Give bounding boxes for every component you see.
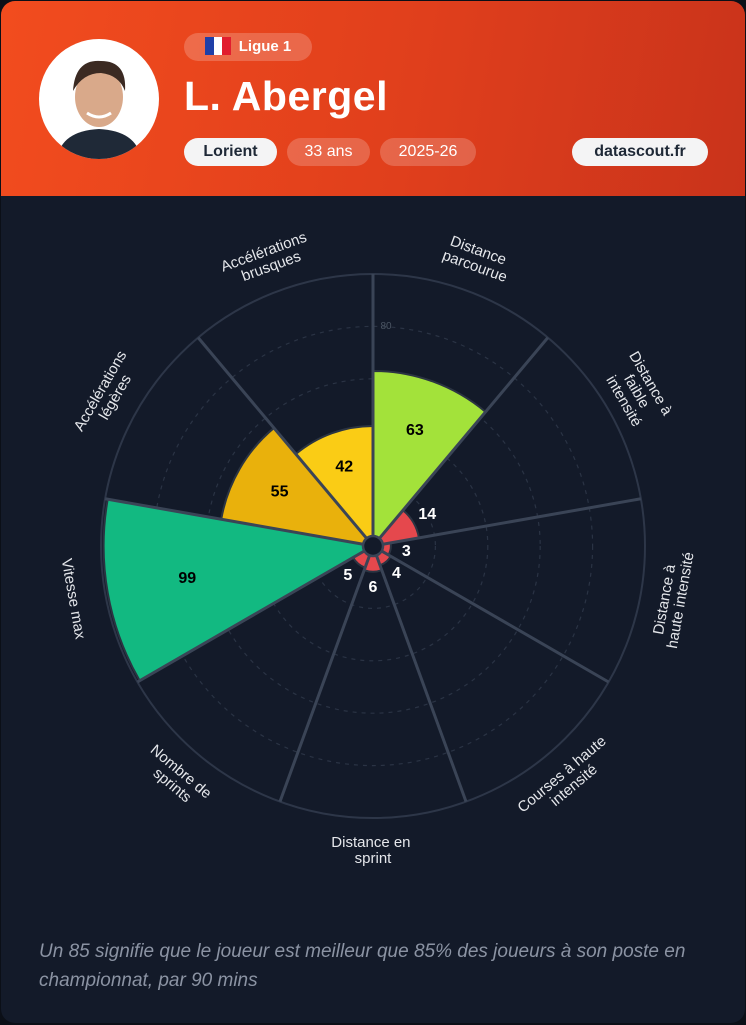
value-label: 5: [343, 567, 352, 584]
spoke: [378, 336, 549, 540]
photo-placeholder: [57, 60, 141, 159]
value-label: 42: [335, 458, 353, 475]
spoke: [197, 336, 368, 540]
category-label: Accélérations légères: [71, 344, 147, 442]
age: 33 ans: [287, 138, 370, 166]
club: Lorient: [184, 138, 277, 166]
label-line: sprint: [355, 850, 393, 867]
site: datascout.fr: [572, 138, 708, 166]
season: 2025-26: [380, 138, 476, 166]
value-label: 4: [392, 565, 401, 582]
spoke: [278, 554, 371, 803]
value-label: 3: [402, 543, 411, 560]
player-photo: [39, 39, 159, 159]
value-label: 63: [406, 422, 424, 439]
spoke: [136, 549, 366, 684]
label-line: Vitesse max: [58, 557, 89, 641]
value-label: 99: [178, 570, 196, 587]
flag: [204, 37, 231, 55]
center-hole: [361, 534, 385, 558]
grid-circle: [152, 325, 594, 767]
league-pill: Ligue 1: [184, 33, 312, 61]
value-label: 14: [418, 506, 436, 523]
category-label: Distance à faible intensité: [598, 348, 678, 437]
spoke: [382, 497, 642, 546]
category-label: Nombre de sprints: [137, 741, 218, 817]
value-label: 55: [271, 483, 289, 500]
player-name: L. Abergel: [184, 73, 388, 119]
chart: 2040608063143465995542Distance parcourue…: [58, 227, 698, 867]
spoke: [380, 549, 610, 684]
value-label: 6: [369, 579, 378, 596]
footnote: Un 85 signifie que le joueur est meilleu…: [39, 941, 686, 991]
r-tick-label: 80: [380, 321, 392, 332]
spoke: [104, 497, 364, 546]
label-line: Distance en: [331, 834, 414, 851]
spoke: [375, 554, 468, 803]
league: Ligue 1: [238, 38, 292, 55]
category-label: Distance en sprint: [331, 834, 414, 867]
category-label: Distance parcourue: [440, 232, 515, 286]
category-label: Accélérations brusques: [219, 227, 319, 290]
header: Ligue 1 L. Abergel Lorient 33 ans 2025-2…: [1, 1, 745, 196]
category-label: Vitesse max: [58, 557, 89, 641]
grid-circle: [310, 483, 437, 610]
category-label: Distance à haute intensité: [648, 548, 697, 650]
category-label: Courses à haute intensité: [514, 730, 623, 829]
